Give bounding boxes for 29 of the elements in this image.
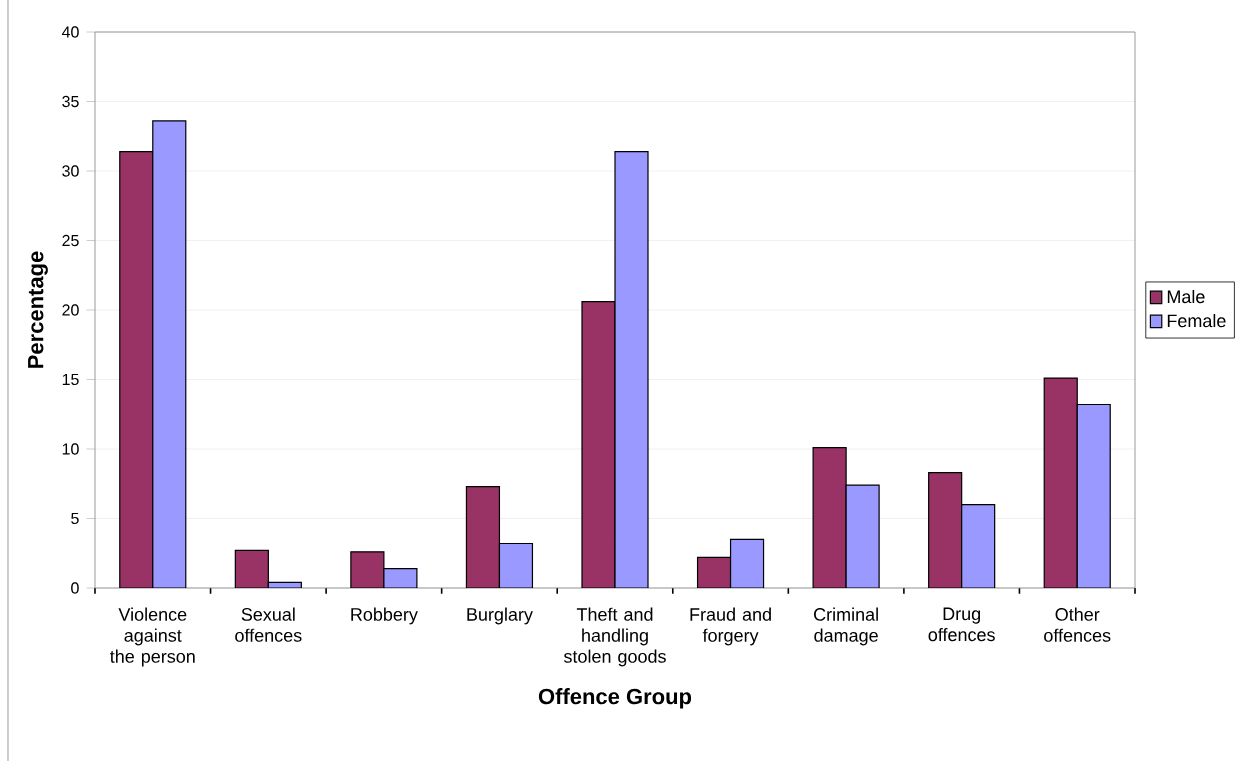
y-axis-title: Percentage — [28, 251, 48, 368]
x-tick-label: Fraud and forgery — [690, 607, 771, 646]
bar — [1076, 403, 1111, 588]
x-tick-label: Other offences — [1044, 607, 1111, 642]
x-tick-label: Burglary — [467, 607, 533, 625]
bar — [152, 120, 187, 588]
bar — [729, 538, 765, 588]
bar — [961, 504, 996, 588]
y-tick-label: 40 — [61, 26, 79, 38]
x-axis-title: Offence Group — [538, 688, 692, 709]
y-tick-label: 5 — [71, 512, 79, 525]
bar — [498, 542, 534, 588]
x-tick-label: Drug offences — [928, 607, 995, 642]
x-tick-label: Criminal damage — [814, 607, 878, 646]
x-tick-label: Theft and handling stolen goods — [563, 607, 666, 667]
bar — [845, 484, 880, 588]
y-tick-label: 10 — [62, 443, 79, 455]
y-tick-label: 20 — [62, 304, 79, 316]
x-tick-label: Violence against the person — [110, 607, 195, 667]
y-tick-label: 15 — [62, 373, 79, 386]
y-tick-label: 30 — [62, 165, 79, 177]
y-tick-label: 35 — [62, 95, 79, 108]
y-tick-label: 25 — [62, 234, 79, 247]
y-tick-label: 0 — [71, 582, 79, 594]
bar — [614, 150, 649, 588]
legend-label: Male — [1167, 289, 1205, 304]
x-tick-label: Sexual offences — [235, 607, 302, 642]
legend-label: Female — [1167, 313, 1226, 328]
x-tick-label: Robbery — [351, 607, 418, 625]
